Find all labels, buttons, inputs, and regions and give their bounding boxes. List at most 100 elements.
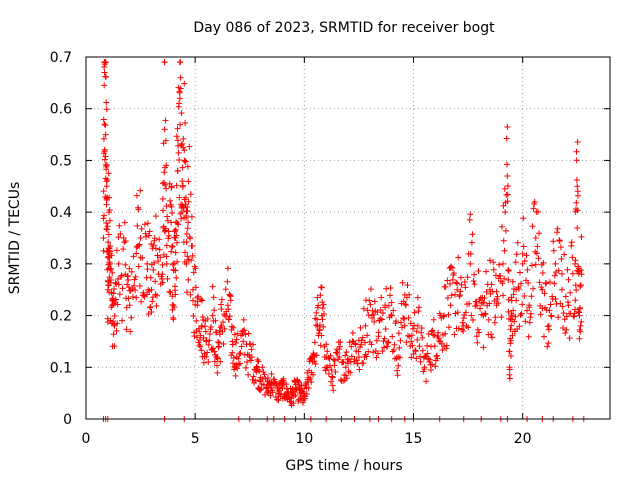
data-point [267,380,274,387]
data-point [461,278,468,285]
data-point [171,260,178,267]
data-point [366,297,373,304]
data-point [314,316,321,323]
data-point [100,235,107,241]
data-point [555,314,562,321]
data-point [144,220,151,227]
data-point [175,221,182,228]
data-point [110,331,117,338]
data-point [261,371,268,378]
data-point [180,204,187,211]
data-point [528,293,535,300]
data-point [263,384,270,391]
data-point [123,326,130,333]
data-point [177,74,184,81]
data-point [119,285,126,292]
data-point [570,313,577,320]
data-point [353,357,360,364]
data-point [378,316,385,323]
data-point [107,243,114,250]
data-point [360,305,367,312]
data-point [565,302,572,309]
data-point [349,329,356,336]
data-point [275,397,282,404]
data-point [133,192,140,199]
data-point [205,341,212,348]
data-point [101,212,108,219]
data-point [477,305,484,312]
data-point [546,307,553,314]
data-point [103,166,110,173]
data-point [518,310,525,317]
data-point [157,254,164,261]
data-point [236,360,243,367]
data-point [166,288,173,295]
data-point [509,332,516,339]
data-point [505,276,512,283]
data-point [128,314,135,321]
data-point [504,198,511,205]
data-point [126,265,133,272]
data-point [196,328,203,335]
data-point [131,276,138,283]
data-point [111,285,118,292]
data-point [177,121,184,128]
data-point [562,330,569,337]
data-point [454,286,461,293]
data-point [313,352,320,359]
data-point [539,305,546,312]
data-point [456,292,463,299]
data-point [105,253,112,260]
data-point [140,289,147,296]
data-point [240,338,247,345]
data-point [558,255,565,262]
data-point [430,316,437,323]
data-point [394,367,401,374]
data-point [408,332,415,339]
data-point [572,306,579,313]
data-point [123,304,130,311]
data-point [454,309,461,316]
data-point [498,223,505,230]
data-point [408,354,415,361]
data-point [149,298,156,305]
data-point [194,298,201,305]
data-point [393,318,400,325]
data-point [481,295,488,302]
data-point [381,335,388,342]
data-point [173,239,180,246]
data-point [371,318,378,325]
data-point [106,274,113,281]
data-point [120,234,127,241]
data-point [326,355,333,362]
data-point [525,279,532,286]
data-point [512,259,519,266]
data-point [499,280,506,287]
data-point [387,292,394,299]
data-point [576,304,583,311]
data-point [235,355,242,362]
data-point [133,244,140,251]
data-point [536,279,543,286]
data-point [448,292,455,299]
data-point [105,170,112,177]
data-points [100,59,587,422]
data-point [116,222,123,229]
data-point [174,168,181,175]
data-point [378,294,385,301]
data-point [403,339,410,346]
data-point [563,326,570,333]
data-point [406,291,413,298]
data-point [442,330,449,337]
data-point [114,320,121,327]
data-point [538,284,545,291]
data-point [101,82,108,89]
data-point [578,318,585,325]
data-point [490,259,497,266]
data-point [138,298,145,305]
data-point [107,277,114,284]
data-point [163,162,170,169]
data-point [163,253,170,260]
data-point [117,230,124,237]
data-point [225,306,232,313]
